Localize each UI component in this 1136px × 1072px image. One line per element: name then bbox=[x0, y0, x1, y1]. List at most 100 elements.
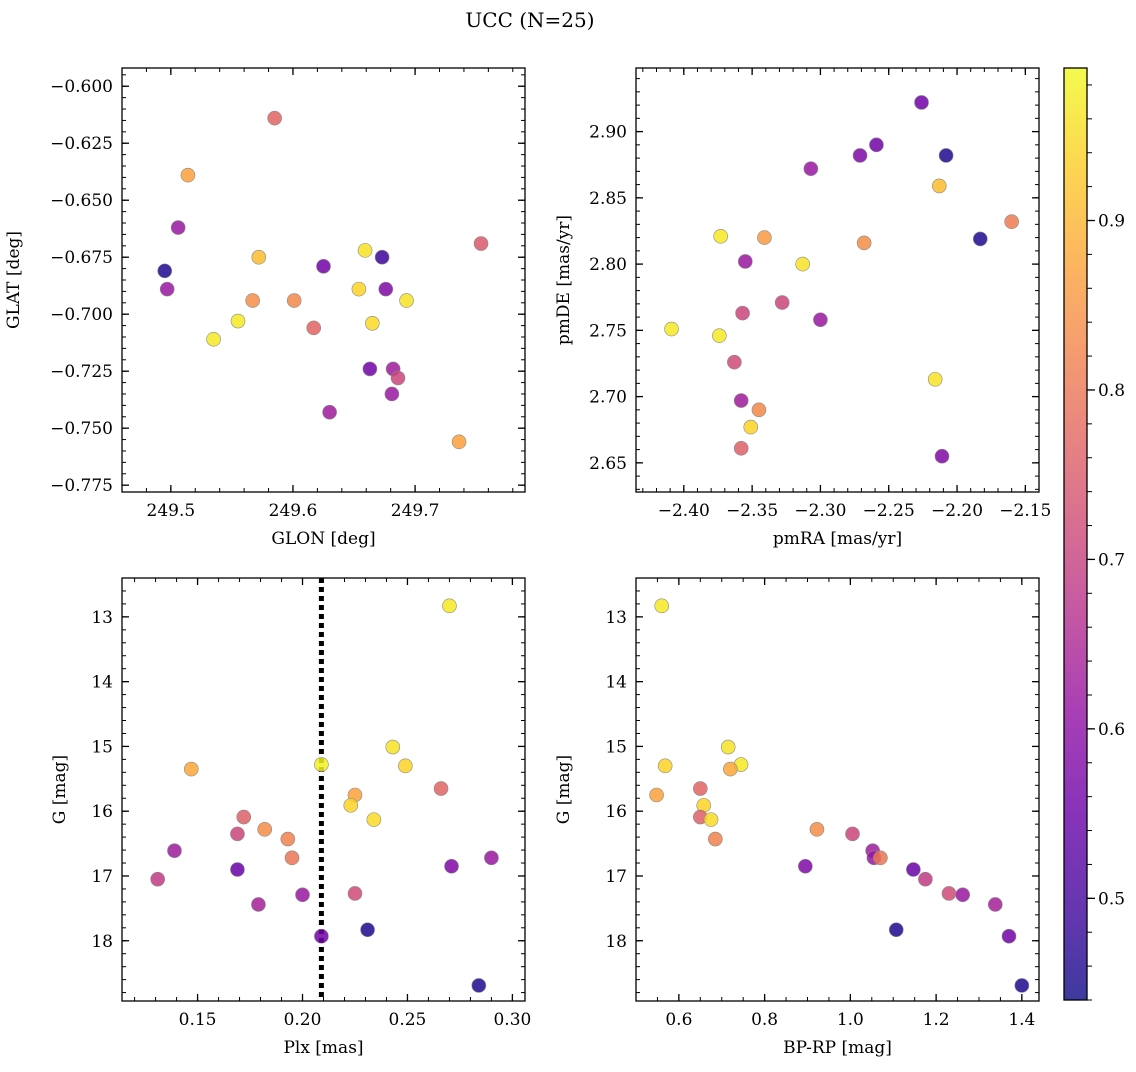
scatter-point bbox=[712, 328, 727, 343]
y-tick-label: 2.80 bbox=[589, 255, 627, 275]
scatter-point bbox=[737, 254, 753, 269]
scatter-point bbox=[157, 263, 173, 279]
scatter-point bbox=[852, 148, 868, 163]
scatter-point bbox=[390, 370, 406, 386]
y-axis-label: G [mag] bbox=[50, 755, 70, 824]
colorbar: 0.5 0.6 0.7 0.8 0.9 bbox=[1063, 67, 1125, 1001]
y-tick-label: 15 bbox=[605, 737, 627, 757]
scatter-point bbox=[295, 887, 310, 903]
y-axis-label: G [mag] bbox=[554, 755, 574, 824]
y-tick-label: 14 bbox=[605, 673, 627, 693]
scatter-point bbox=[167, 843, 182, 859]
scatter-point bbox=[795, 256, 810, 272]
panel-3: 0.15 0.20 0.25 0.30 13 14 15 16 17 18 Plx [mas] G [… bbox=[50, 577, 531, 1058]
colorbar-tick-label: 0.6 bbox=[1098, 720, 1125, 740]
scatter-point bbox=[927, 372, 943, 387]
x-tick-label: 0.6 bbox=[665, 1010, 692, 1030]
scatter-point bbox=[733, 440, 749, 456]
y-tick-label: 2.85 bbox=[589, 189, 627, 209]
scatter-point bbox=[251, 897, 266, 912]
scatter-point bbox=[888, 922, 904, 938]
y-tick-label: −0.700 bbox=[50, 305, 113, 325]
scatter-point bbox=[723, 761, 738, 777]
scatter-point bbox=[856, 235, 872, 251]
y-tick-label: 15 bbox=[91, 737, 113, 757]
scatter-point bbox=[286, 293, 302, 308]
y-axis-label: pmDE [mas/yr] bbox=[554, 215, 574, 345]
scatter-point bbox=[813, 312, 828, 328]
minor-ticks bbox=[636, 68, 1040, 492]
y-tick-label: 2.90 bbox=[589, 123, 627, 143]
scatter-point bbox=[803, 161, 819, 176]
scatter-points bbox=[157, 110, 489, 450]
x-tick-label: 1.0 bbox=[837, 1010, 864, 1030]
scatter-point bbox=[649, 787, 664, 803]
scatter-point bbox=[360, 922, 375, 938]
colorbar-tick-label: 0.7 bbox=[1098, 550, 1125, 570]
scatter-point bbox=[399, 293, 414, 308]
x-tick-label: −2.15 bbox=[999, 501, 1051, 521]
scatter-points bbox=[649, 598, 1030, 993]
y-tick-label: −0.750 bbox=[50, 419, 113, 439]
scatter-point bbox=[743, 419, 759, 435]
x-axis-label: pmRA [mas/yr] bbox=[773, 529, 902, 549]
colorbar-ticks: 0.5 0.6 0.7 0.8 0.9 bbox=[1087, 84, 1125, 1001]
scatter-point bbox=[664, 321, 679, 337]
y-tick-label: 13 bbox=[91, 608, 113, 628]
scatter-point bbox=[351, 281, 367, 297]
panel-2: −2.40 −2.35 −2.30 −2.25 −2.20 −2.15 2.65 2.70 2.… bbox=[554, 67, 1051, 549]
scatter-point bbox=[938, 148, 954, 163]
x-axis-label: GLON [deg] bbox=[271, 529, 375, 549]
scatter-point bbox=[357, 243, 373, 258]
scatter-point bbox=[322, 404, 337, 420]
x-tick-label: 1.4 bbox=[1008, 1010, 1035, 1030]
scatter-point bbox=[251, 249, 267, 265]
scatter-point bbox=[366, 812, 382, 827]
scatter-point bbox=[384, 386, 400, 402]
y-tick-label: 17 bbox=[605, 867, 627, 887]
scatter-point bbox=[314, 928, 329, 944]
scatter-point bbox=[735, 305, 750, 321]
y-tick-label: −0.775 bbox=[50, 476, 113, 496]
panel-1: 249.5 249.6 249.7 −0.600 −0.625 −0.650 −0.675 −… bbox=[4, 67, 526, 549]
scatter-point bbox=[230, 826, 245, 842]
scatter-point bbox=[693, 781, 708, 796]
x-axis-label: Plx [mas] bbox=[283, 1038, 363, 1058]
scatter-point bbox=[206, 331, 221, 347]
scatter-point bbox=[931, 178, 947, 194]
x-tick-label: 249.6 bbox=[269, 501, 318, 521]
x-axis-label: BP-RP [mag] bbox=[783, 1038, 892, 1058]
scatter-point bbox=[727, 354, 742, 370]
scatter-point bbox=[473, 236, 489, 251]
x-tick-label: 249.5 bbox=[147, 501, 196, 521]
x-tick-label: 0.15 bbox=[179, 1010, 217, 1030]
scatter-point bbox=[972, 231, 988, 247]
scatter-point bbox=[385, 739, 401, 755]
y-tick-label: −0.675 bbox=[50, 248, 113, 268]
scatter-point bbox=[1014, 978, 1030, 993]
scatter-point bbox=[918, 871, 933, 887]
y-tick-label: 18 bbox=[605, 932, 627, 952]
scatter-point bbox=[914, 95, 929, 110]
scatter-point bbox=[987, 897, 1003, 912]
scatter-point bbox=[183, 761, 199, 777]
x-tick-label: 0.20 bbox=[284, 1010, 322, 1030]
scatter-point bbox=[471, 978, 487, 993]
scatter-point bbox=[245, 293, 260, 308]
scatter-point bbox=[869, 137, 884, 153]
scatter-point bbox=[284, 850, 300, 866]
scatter-point bbox=[343, 798, 359, 813]
y-tick-label: −0.625 bbox=[50, 134, 113, 154]
scatter-point bbox=[170, 220, 186, 235]
scatter-point bbox=[703, 812, 719, 827]
y-tick-label: 18 bbox=[91, 932, 113, 952]
scatter-point bbox=[720, 739, 736, 755]
scatter-point bbox=[451, 434, 467, 450]
y-tick-label: 17 bbox=[91, 867, 113, 887]
x-tick-label: 0.8 bbox=[751, 1010, 778, 1030]
scatter-point bbox=[314, 757, 329, 772]
y-tick-label: 14 bbox=[91, 673, 113, 693]
scatter-point bbox=[713, 228, 728, 244]
colorbar-tick-label: 0.9 bbox=[1098, 212, 1125, 232]
scatter-point bbox=[798, 858, 813, 874]
